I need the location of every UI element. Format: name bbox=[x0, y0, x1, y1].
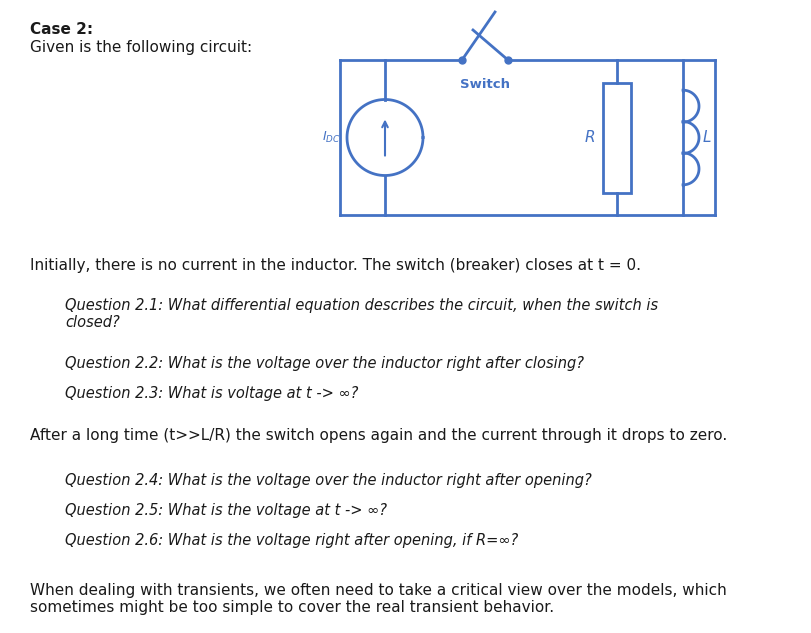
Text: R: R bbox=[584, 130, 594, 145]
Bar bbox=[603, 82, 630, 192]
Text: Case 2:: Case 2: bbox=[30, 22, 93, 37]
Text: $I_{DC}$: $I_{DC}$ bbox=[322, 130, 341, 145]
Text: Question 2.3: What is voltage at t -> ∞?: Question 2.3: What is voltage at t -> ∞? bbox=[65, 386, 358, 401]
Text: After a long time (t>>L/R) the switch opens again and the current through it dro: After a long time (t>>L/R) the switch op… bbox=[30, 428, 727, 443]
Text: Question 2.6: What is the voltage right after opening, if R=∞?: Question 2.6: What is the voltage right … bbox=[65, 533, 517, 548]
Text: Question 2.5: What is the voltage at t -> ∞?: Question 2.5: What is the voltage at t -… bbox=[65, 503, 387, 518]
Text: Question 2.1: What differential equation describes the circuit, when the switch : Question 2.1: What differential equation… bbox=[65, 298, 657, 330]
Text: Switch: Switch bbox=[460, 78, 509, 91]
Text: When dealing with transients, we often need to take a critical view over the mod: When dealing with transients, we often n… bbox=[30, 583, 726, 615]
Text: Given is the following circuit:: Given is the following circuit: bbox=[30, 40, 251, 55]
Text: Question 2.4: What is the voltage over the inductor right after opening?: Question 2.4: What is the voltage over t… bbox=[65, 473, 591, 488]
Text: L: L bbox=[702, 130, 710, 145]
Text: Question 2.2: What is the voltage over the inductor right after closing?: Question 2.2: What is the voltage over t… bbox=[65, 356, 583, 371]
Text: Initially, there is no current in the inductor. The switch (breaker) closes at t: Initially, there is no current in the in… bbox=[30, 258, 640, 273]
